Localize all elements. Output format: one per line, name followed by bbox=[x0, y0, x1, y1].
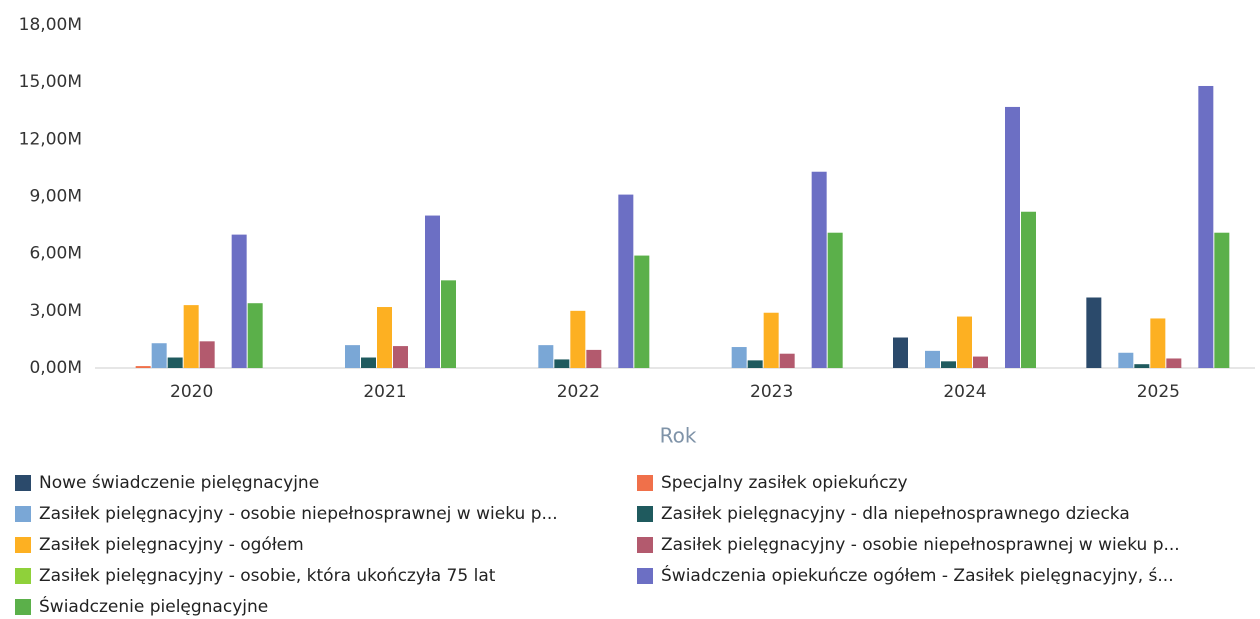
legend-swatch bbox=[15, 599, 31, 615]
x-axis-title: Rok bbox=[660, 424, 697, 448]
legend-label: Zasiłek pielęgnacyjny - osobie, która uk… bbox=[39, 566, 496, 586]
bar bbox=[538, 345, 554, 368]
bar bbox=[345, 345, 360, 368]
legend-swatch bbox=[637, 475, 653, 491]
legend-swatch bbox=[15, 568, 31, 584]
y-tick-label: 12,00M bbox=[19, 129, 82, 149]
bar bbox=[570, 310, 586, 368]
legend-label: Świadczenie pielęgnacyjne bbox=[39, 595, 268, 617]
legend-swatch bbox=[637, 506, 653, 522]
legend-label: Zasiłek pielęgnacyjny - ogółem bbox=[39, 535, 304, 555]
y-tick-label: 15,00M bbox=[19, 72, 82, 92]
bar bbox=[1150, 318, 1166, 368]
bar bbox=[1005, 106, 1020, 368]
legend-label: Nowe świadczenie pielęgnacyjne bbox=[39, 473, 319, 493]
bar bbox=[377, 307, 392, 368]
bar bbox=[1134, 364, 1150, 368]
bar bbox=[393, 346, 408, 368]
legend-swatch bbox=[15, 537, 31, 553]
legend-swatch bbox=[637, 537, 653, 553]
bar bbox=[827, 232, 843, 368]
bar bbox=[1198, 85, 1214, 368]
legend-swatch bbox=[637, 568, 653, 584]
bar bbox=[811, 171, 827, 368]
bar bbox=[361, 357, 376, 368]
x-tick-label: 2022 bbox=[557, 382, 600, 402]
bar bbox=[618, 194, 634, 368]
bar bbox=[441, 280, 456, 368]
bar bbox=[231, 234, 247, 368]
legend-swatch bbox=[15, 475, 31, 491]
legend-label: Specjalny zasiłek opiekuńczy bbox=[661, 473, 908, 493]
x-tick-label: 2025 bbox=[1137, 382, 1180, 402]
y-tick-label: 6,00M bbox=[29, 244, 82, 264]
bar bbox=[1086, 297, 1102, 368]
bar bbox=[973, 356, 988, 368]
y-tick-label: 0,00M bbox=[29, 358, 82, 378]
bar bbox=[957, 316, 972, 368]
x-tick-label: 2023 bbox=[750, 382, 793, 402]
bar bbox=[893, 337, 908, 368]
bar bbox=[199, 341, 215, 368]
bar bbox=[747, 360, 763, 368]
y-tick-label: 18,00M bbox=[19, 15, 82, 35]
bar bbox=[731, 347, 747, 368]
bar bbox=[634, 255, 650, 368]
legend-label: Świadczenia opiekuńcze ogółem - Zasiłek … bbox=[661, 564, 1174, 586]
bar bbox=[167, 357, 183, 368]
bar bbox=[554, 359, 570, 368]
bar bbox=[1166, 358, 1182, 368]
bar bbox=[247, 303, 263, 368]
bar bbox=[925, 350, 940, 368]
bar bbox=[941, 361, 956, 368]
y-tick-label: 3,00M bbox=[29, 301, 82, 321]
bar bbox=[151, 343, 167, 368]
bar bbox=[1118, 352, 1134, 368]
x-tick-label: 2024 bbox=[943, 382, 986, 402]
bar bbox=[779, 353, 795, 368]
bar bbox=[586, 349, 602, 368]
bar bbox=[135, 366, 151, 368]
bar bbox=[425, 215, 440, 368]
legend-swatch bbox=[15, 506, 31, 522]
bar bbox=[763, 312, 779, 368]
x-tick-label: 2021 bbox=[363, 382, 406, 402]
bar bbox=[1021, 211, 1036, 368]
bar bbox=[1214, 232, 1230, 368]
y-tick-label: 9,00M bbox=[29, 187, 82, 207]
legend-label: Zasiłek pielęgnacyjny - dla niepełnospra… bbox=[661, 504, 1130, 524]
bar bbox=[183, 305, 199, 368]
legend-label: Zasiłek pielęgnacyjny - osobie niepełnos… bbox=[661, 535, 1180, 555]
x-tick-label: 2020 bbox=[170, 382, 213, 402]
legend-label: Zasiłek pielęgnacyjny - osobie niepełnos… bbox=[39, 504, 558, 524]
